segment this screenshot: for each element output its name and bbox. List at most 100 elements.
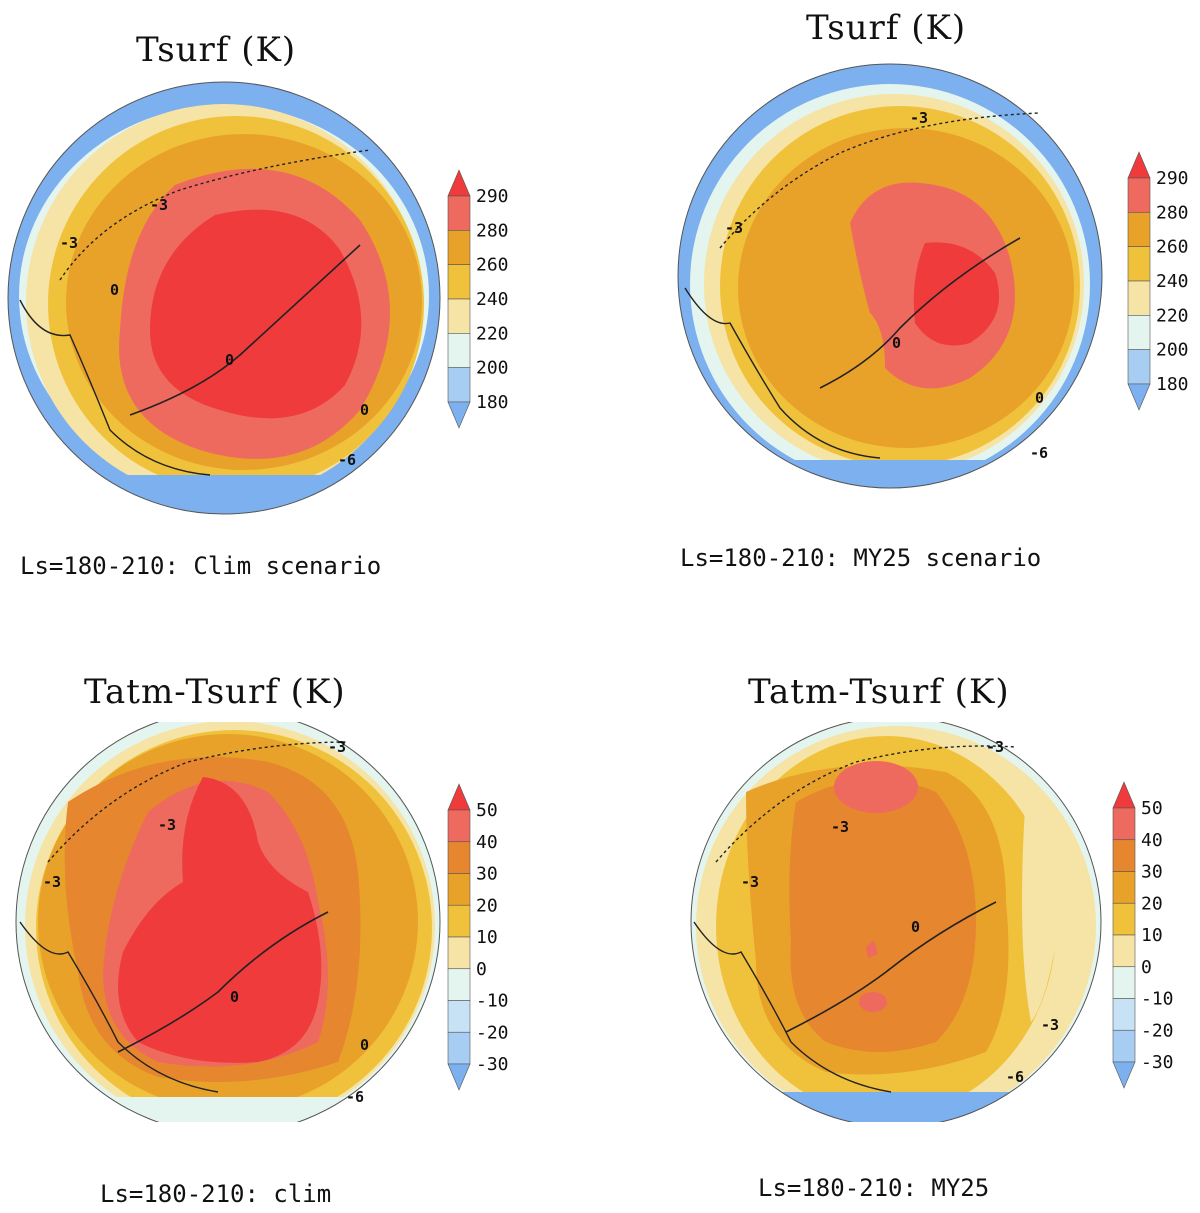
globe-outline	[15, 722, 441, 1122]
colorbar-tick-label: 50	[476, 800, 498, 821]
colorbar-segment	[447, 968, 471, 1001]
colorbar-tick-label: 180	[1156, 374, 1189, 395]
colorbar-tick-label: 10	[1141, 925, 1163, 946]
colorbar-bottom-arrow	[447, 401, 471, 429]
colorbar-tick-label: -10	[476, 991, 509, 1012]
polar-cap	[691, 1092, 1101, 1122]
colorbar-segment	[447, 936, 471, 970]
colorbar-segment	[1127, 349, 1151, 385]
colorbar-tick-label: -30	[476, 1054, 509, 1075]
colorbar-segment	[447, 367, 471, 403]
panel-caption: Ls=180-210: Clim scenario	[20, 552, 382, 580]
colorbar-tick-label: 200	[1156, 340, 1189, 361]
polar-cap	[16, 1097, 440, 1122]
globe-outline	[677, 63, 1103, 489]
contour-label: 0	[360, 401, 369, 419]
colorbar-tick-label: 220	[1156, 305, 1189, 326]
colorbar-segment	[1127, 212, 1151, 247]
colorbar-segment	[1127, 177, 1151, 213]
panel-tatm-clim: Tatm-Tsurf (K) -3 -3 -3 0 0 -6 50 40 30 20 1…	[0, 640, 600, 1213]
contour-label: -3	[43, 873, 61, 891]
contour-label: -3	[158, 816, 176, 834]
colorbar-tick-label: 20	[1141, 893, 1163, 914]
colorbar-segment	[1127, 315, 1151, 350]
colorbar-top-arrow	[1112, 781, 1136, 809]
colorbar-tick-label: 220	[476, 323, 509, 344]
contour-0	[129, 244, 361, 416]
contour-label: 0	[892, 334, 901, 352]
colorbar-segment	[447, 841, 471, 874]
colorbar-segment	[447, 264, 471, 300]
contour-0	[117, 911, 329, 1053]
colorbar: 50 40 30 20 10 0 -10 -20 -30	[1112, 781, 1174, 1089]
contour-label: 0	[360, 1036, 369, 1054]
contour-label: -3	[910, 109, 928, 127]
contour-0	[785, 901, 997, 1033]
colorbar-top-arrow	[1127, 151, 1151, 179]
colorbar-top-arrow	[447, 783, 471, 811]
contour-minus3	[47, 741, 349, 863]
coastline	[684, 287, 881, 459]
band-290	[913, 242, 1000, 346]
contour-0	[819, 237, 1021, 389]
colorbar-tick-label: 260	[1156, 237, 1189, 258]
globe-outline	[690, 722, 1102, 1122]
contour-label: -6	[1030, 444, 1048, 462]
coastline	[693, 921, 892, 1093]
colorbar-segment	[1112, 902, 1136, 936]
colorbar-tick-label: 260	[476, 255, 509, 276]
polar-cap	[678, 460, 1102, 488]
colorbar-segment	[1127, 280, 1151, 316]
colorbar-tick-label: 280	[476, 220, 509, 241]
colorbar-tick-label: 0	[1141, 957, 1152, 978]
colorbar-tick-label: 290	[476, 186, 509, 207]
contour-label: 0	[110, 281, 119, 299]
colorbar-segment	[1112, 1029, 1136, 1063]
colorbar-tick-label: 20	[476, 895, 498, 916]
contour-label: -3	[150, 196, 168, 214]
contour-label: -3	[1041, 1016, 1059, 1034]
band-40-a	[834, 761, 918, 813]
colorbar-tick-label: 50	[1141, 798, 1163, 819]
colorbar-tick-label: 30	[1141, 862, 1163, 883]
coastline	[19, 921, 219, 1093]
contour-label: -6	[1006, 1068, 1024, 1086]
contour-label: 0	[230, 988, 239, 1006]
colorbar-tick-label: 290	[1156, 168, 1189, 189]
band-10-east	[1022, 792, 1057, 1022]
colorbar-segment	[1112, 998, 1136, 1031]
contour-label: -3	[741, 873, 759, 891]
colorbar-segment	[447, 1000, 471, 1033]
colorbar-bottom-arrow	[447, 1063, 471, 1091]
panel-tsurf-my25: Tsurf (K) -3 -3 0 0 -6 290 280 260 240 220 20…	[600, 0, 1200, 600]
contour-label: -3	[328, 738, 346, 756]
colorbar-tick-label: 0	[476, 959, 487, 980]
colorbar-bottom-arrow	[1112, 1061, 1136, 1089]
band-40-c	[866, 940, 878, 958]
colorbar-segment	[1112, 934, 1136, 968]
colorbar: 50 40 30 20 10 0 -10 -20 -30	[447, 783, 509, 1091]
contour-label: -6	[338, 451, 356, 469]
globe-map: -3 -3 -3 0 0 -6	[15, 722, 441, 1122]
colorbar-tick-label: 280	[1156, 202, 1189, 223]
globe-map: 0 -3 -3 0 0 -6	[7, 81, 441, 515]
colorbar: 290 280 260 240 220 200 180	[1127, 151, 1189, 411]
band-40-b	[859, 992, 887, 1012]
colorbar-tick-label: 180	[476, 392, 509, 413]
colorbar-segment	[447, 230, 471, 265]
contour-label: 0	[911, 918, 920, 936]
panel-title: Tatm-Tsurf (K)	[84, 672, 346, 712]
panel-title: Tsurf (K)	[136, 30, 297, 70]
contour-label: -3	[831, 818, 849, 836]
colorbar-tick-label: -30	[1141, 1052, 1174, 1073]
colorbar-segment	[1112, 839, 1136, 872]
colorbar-top-arrow	[447, 169, 471, 197]
polar-cap	[8, 475, 440, 514]
panel-caption: Ls=180-210: clim	[100, 1180, 332, 1208]
colorbar-tick-label: -10	[1141, 989, 1174, 1010]
colorbar-segment	[1112, 966, 1136, 999]
contour-label: 0	[225, 351, 234, 369]
colorbar-tick-label: 240	[476, 289, 509, 310]
globe-map: -3 -3 0 0 -6	[677, 63, 1103, 489]
contour-minus3	[715, 745, 1017, 863]
